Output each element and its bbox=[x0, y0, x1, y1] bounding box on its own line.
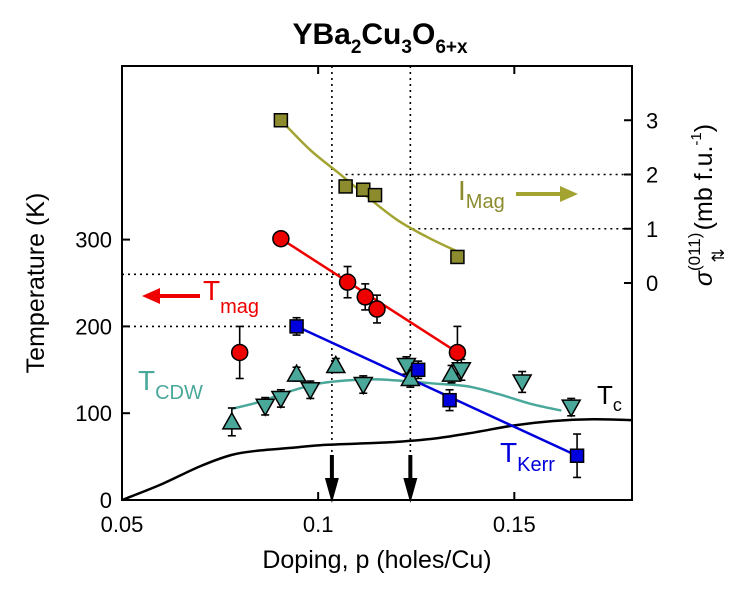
y2-tick-label: 0 bbox=[646, 271, 658, 296]
y-axis-label: Temperature (K) bbox=[22, 193, 50, 374]
doping-arrow-head bbox=[403, 478, 418, 503]
axis-ticks: 0.05 0.1 0.15 0 100 200 300 0 1 2 3 bbox=[75, 66, 658, 537]
cdw-triangle-up bbox=[400, 367, 421, 387]
y2-axis-label: σ(011) ⇅(mb f.u.-1) bbox=[685, 124, 728, 286]
label-t-c: Tc bbox=[597, 380, 622, 415]
i-mag-arrow bbox=[516, 186, 578, 202]
kerr-point bbox=[289, 319, 304, 334]
chart-title: YBa2Cu3O6+x bbox=[292, 18, 468, 58]
tc-curve bbox=[121, 418, 633, 502]
label-t-kerr: TKerr bbox=[500, 437, 555, 476]
cdw-triangle-down bbox=[270, 390, 292, 409]
cdw-triangle-up bbox=[441, 363, 462, 382]
imag-point bbox=[273, 113, 289, 128]
cdw-triangle-down bbox=[300, 382, 321, 401]
series-markers bbox=[221, 113, 585, 463]
imag-point bbox=[338, 179, 353, 194]
x-tick-label: 0.05 bbox=[101, 512, 144, 537]
tmag-point bbox=[338, 273, 357, 291]
label-t-mag: Tmag bbox=[203, 275, 259, 318]
y-tick-label: 300 bbox=[75, 228, 112, 253]
cdw-triangle-down bbox=[511, 374, 533, 393]
cdw-triangle-up bbox=[221, 411, 243, 430]
cdw-triangle-down bbox=[254, 398, 276, 417]
y-tick-label: 0 bbox=[100, 488, 112, 513]
imag-point bbox=[367, 187, 383, 203]
cdw-triangle-down bbox=[352, 376, 374, 396]
kerr-line bbox=[296, 325, 578, 457]
y-tick-label: 100 bbox=[75, 401, 112, 426]
kerr-point bbox=[569, 448, 585, 463]
plot-frame bbox=[121, 65, 633, 501]
tmag-point bbox=[272, 229, 290, 248]
y2-tick-label: 2 bbox=[646, 163, 658, 188]
x-tick-label: 0.1 bbox=[303, 512, 334, 537]
doping-arrows bbox=[324, 455, 418, 503]
reference-lines bbox=[122, 66, 632, 500]
cdw-triangle-down bbox=[560, 399, 582, 418]
y-tick-label: 200 bbox=[75, 314, 112, 339]
cdw-triangle-up bbox=[286, 363, 307, 382]
doping-arrow-head bbox=[324, 478, 339, 503]
t-mag-arrow bbox=[142, 288, 200, 304]
cdw-triangle-up bbox=[325, 354, 347, 374]
tmag-point bbox=[448, 343, 467, 362]
kerr-point bbox=[410, 362, 426, 378]
cdw-triangle-down bbox=[451, 362, 472, 381]
tmag-point bbox=[230, 343, 249, 362]
tmag-point bbox=[368, 300, 386, 318]
y2-tick-label: 1 bbox=[646, 217, 658, 242]
kerr-point bbox=[442, 392, 457, 408]
imag-point bbox=[450, 249, 465, 265]
x-axis-label: Doping, p (holes/Cu) bbox=[262, 546, 491, 574]
tmag-point bbox=[356, 288, 374, 306]
label-i-mag: IMag bbox=[458, 175, 505, 213]
x-tick-label: 0.15 bbox=[493, 512, 536, 537]
label-t-cdw: TCDW bbox=[138, 365, 203, 404]
y2-tick-label: 3 bbox=[646, 108, 658, 133]
cdw-triangle-down bbox=[396, 357, 417, 376]
